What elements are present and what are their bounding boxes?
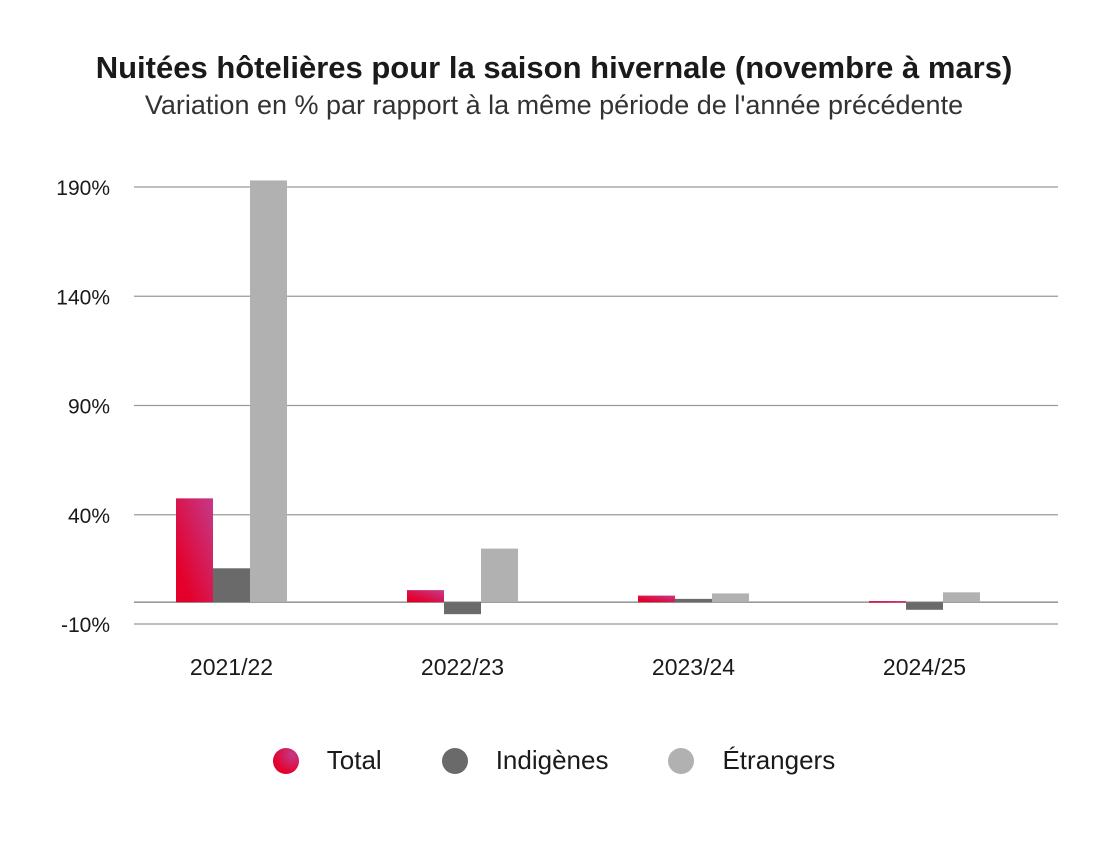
bar-etrangers (250, 180, 287, 603)
legend-item-total: Total (272, 745, 382, 776)
y-axis-ticks: 190% 140% 90% 40% -10% (56, 177, 110, 637)
y-tick-label: 190% (56, 177, 110, 200)
y-tick-label: 40% (68, 505, 110, 528)
bar-total (407, 590, 444, 603)
bar-total (869, 601, 906, 603)
x-tick-label: 2024/25 (883, 654, 966, 680)
bar-indigenes (675, 598, 712, 603)
x-tick-label: 2022/23 (421, 654, 504, 680)
bar-total (638, 595, 675, 603)
bar-etrangers (481, 548, 518, 603)
bar-total (176, 498, 213, 603)
legend-label-etrangers: Étrangers (722, 745, 836, 775)
bar-etrangers (712, 593, 749, 603)
legend: Total Indigènes Étrangers (0, 745, 1108, 776)
legend-swatch-indigenes (441, 747, 468, 774)
y-tick-label: -10% (61, 614, 110, 637)
chart-title: Nuitées hôtelières pour la saison hivern… (95, 50, 1013, 85)
bar-etrangers (943, 592, 980, 603)
legend-label-total: Total (326, 745, 382, 775)
bars (176, 180, 980, 615)
y-tick-label: 90% (68, 396, 110, 419)
legend-item-indigenes: Indigènes (441, 745, 609, 776)
y-tick-label: 140% (56, 286, 110, 309)
legend-item-etrangers: Étrangers (668, 745, 835, 776)
x-tick-label: 2023/24 (652, 654, 735, 680)
bar-indigenes (213, 568, 250, 603)
bar-indigenes (444, 602, 481, 615)
bar-chart: 190% 140% 90% 40% -10% 2021/22 2022/23 2023/24… (56, 177, 1058, 680)
legend-swatch-total (272, 747, 299, 774)
bar-indigenes (906, 602, 943, 610)
legend-swatch-etrangers (668, 747, 695, 774)
legend-label-indigenes: Indigènes (495, 745, 609, 775)
x-tick-label: 2021/22 (190, 654, 273, 680)
chart-subtitle: Variation en % par rapport à la même pér… (144, 90, 964, 120)
x-axis-ticks: 2021/22 2022/23 2023/24 2024/25 (190, 654, 966, 680)
